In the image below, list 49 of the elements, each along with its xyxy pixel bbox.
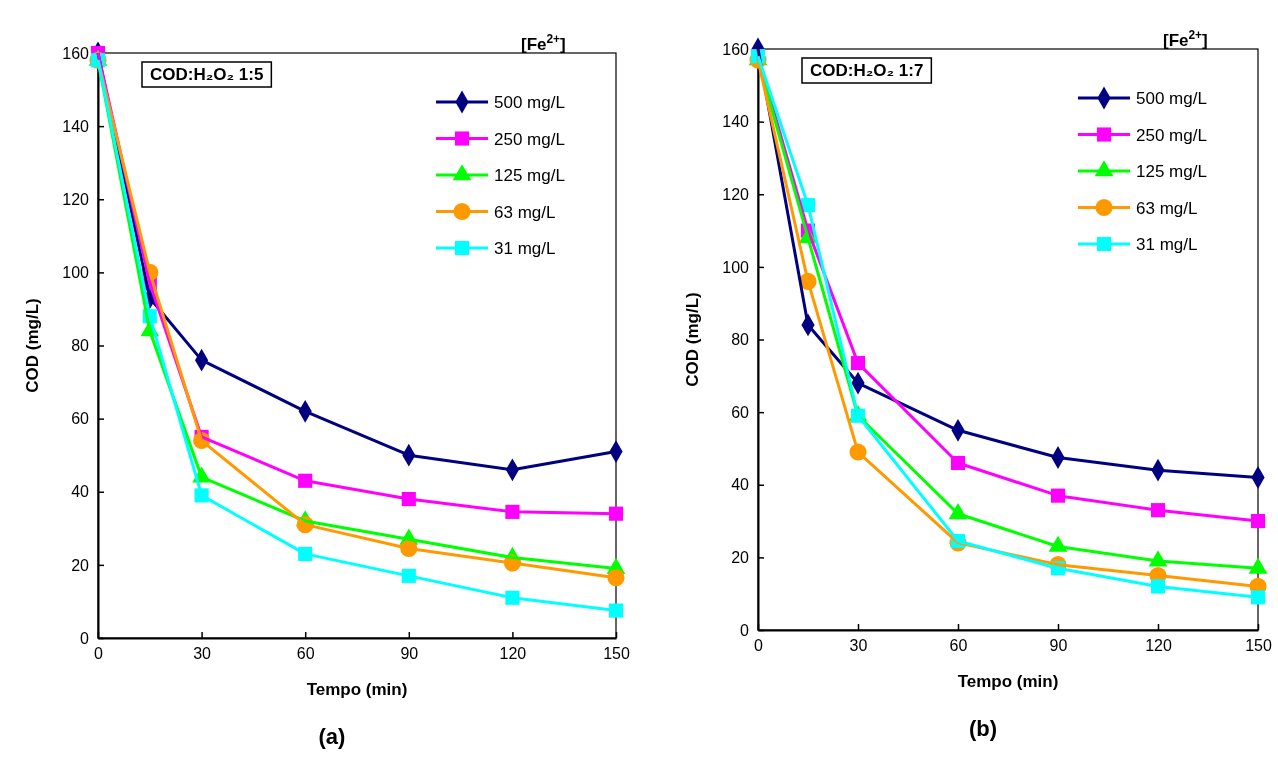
y-tick-label: 100 [62, 263, 90, 281]
text: (a) [318, 724, 346, 749]
y-tick-label: 20 [71, 556, 90, 574]
x-tick-label: 0 [754, 637, 764, 655]
y-tick-label: 120 [722, 185, 750, 203]
legend-label: 250 mg/L [1136, 125, 1207, 145]
y-tick-label: 60 [71, 410, 90, 428]
legend-label: 63 mg/L [1136, 198, 1198, 218]
text: COD:H₂O₂ 1:5 [150, 65, 264, 84]
legend-label: 500 mg/L [494, 93, 565, 112]
y-axis-title: COD (mg/L) [683, 292, 702, 387]
y-tick-label: 140 [722, 113, 750, 131]
x-tick-label: 120 [499, 645, 527, 663]
y-tick-label: 160 [722, 40, 750, 58]
legend-label: 125 mg/L [1136, 162, 1207, 181]
legend-title: [Fe$^{2+}$] [1163, 28, 1208, 50]
legend-label: 125 mg/L [494, 166, 565, 185]
x-axis-title: Tempo (min) [306, 680, 408, 699]
x-tick-label: 150 [1245, 637, 1272, 655]
x-tick-label: 30 [193, 645, 212, 663]
y-tick-label: 80 [71, 337, 90, 355]
x-tick-label: 120 [1145, 637, 1172, 655]
x-tick-label: 60 [949, 637, 968, 655]
text: (b) [968, 716, 998, 741]
y-tick-label: 0 [740, 621, 750, 639]
legend-label: 500 mg/L [1136, 89, 1207, 108]
y-tick-label: 40 [731, 476, 750, 494]
y-axis-title: COD (mg/L) [23, 298, 42, 393]
y-tick-label: 80 [731, 331, 750, 349]
legend-title: [Fe$^{2+}$] [521, 32, 566, 54]
x-tick-label: 0 [94, 645, 104, 663]
legend-label: 31 mg/L [494, 239, 556, 258]
x-axis-title: Tempo (min) [957, 672, 1059, 691]
y-tick-label: 120 [62, 190, 90, 208]
x-tick-label: 30 [849, 637, 868, 655]
y-tick-label: 20 [731, 548, 750, 566]
legend-label: 250 mg/L [494, 129, 565, 149]
y-tick-label: 40 [71, 483, 90, 501]
x-tick-label: 150 [603, 645, 630, 663]
x-tick-label: 90 [1049, 637, 1068, 655]
y-tick-label: 160 [62, 44, 90, 62]
y-tick-label: 100 [722, 258, 750, 276]
x-tick-label: 90 [400, 645, 419, 663]
y-tick-label: 60 [731, 403, 750, 421]
legend-label: 63 mg/L [494, 202, 556, 222]
x-tick-label: 60 [296, 645, 315, 663]
text: COD:H₂O₂ 1:7 [810, 61, 924, 80]
legend-label: 31 mg/L [1136, 235, 1198, 254]
y-tick-label: 140 [62, 117, 90, 135]
